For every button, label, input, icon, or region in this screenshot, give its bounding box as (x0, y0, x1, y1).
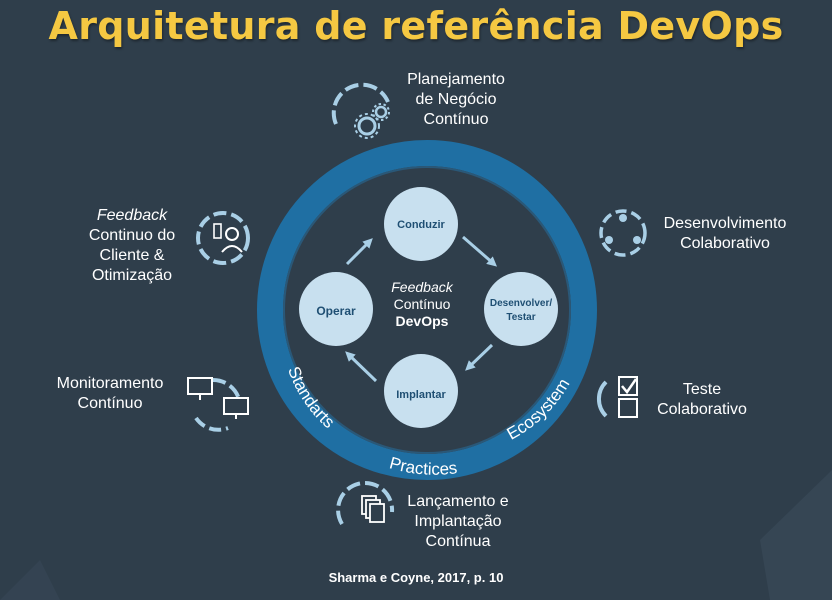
node-conduzir (384, 187, 458, 261)
node-desenvolver (484, 272, 558, 346)
arrow-conduzir-to-desenvolver (462, 235, 498, 267)
label-monitoramento: Monitoramento Contínuo (56, 375, 164, 412)
monitors-icon (187, 377, 249, 432)
node-desenvolver-label-2: Testar (506, 312, 535, 323)
gears-icon (331, 82, 390, 139)
arrow-implantar-to-operar (345, 351, 378, 383)
customer-feedback-icon (196, 211, 250, 265)
documents-icon (336, 481, 395, 526)
label-teste: Teste Colaborativo (657, 381, 747, 418)
label-desenvolvimento: Desenvolvimento Colaborativo (663, 215, 787, 252)
center-devops: DevOps (396, 313, 449, 329)
center-continuo: Contínuo (394, 296, 451, 312)
label-lancamento: Lançamento e Implantação Contínua (407, 493, 509, 550)
inner-ring-edge (283, 166, 571, 454)
arrow-desenvolver-to-implantar (465, 343, 494, 371)
page-title: Arquitetura de referência DevOps (48, 4, 784, 48)
arrow-operar-to-conduzir (345, 238, 373, 266)
node-conduzir-label: Conduzir (397, 219, 445, 231)
label-planejamento: Planejamento de Negócio Contínuo (407, 71, 505, 128)
label-feedback-cliente: Feedback Continuo do Cliente & Otimizaçã… (88, 207, 176, 284)
node-operar (299, 272, 373, 346)
node-desenvolver-label-1: Desenvolver/ (490, 298, 552, 309)
citation: Sharma e Coyne, 2017, p. 10 (328, 570, 504, 585)
node-operar-label: Operar (316, 304, 356, 318)
checkbox-list-icon (596, 376, 638, 418)
center-feedback: Feedback (391, 279, 453, 295)
outer-ring (257, 140, 597, 480)
team-circle-icon (599, 209, 647, 257)
node-implantar (384, 354, 458, 428)
node-implantar-label: Implantar (396, 389, 446, 401)
